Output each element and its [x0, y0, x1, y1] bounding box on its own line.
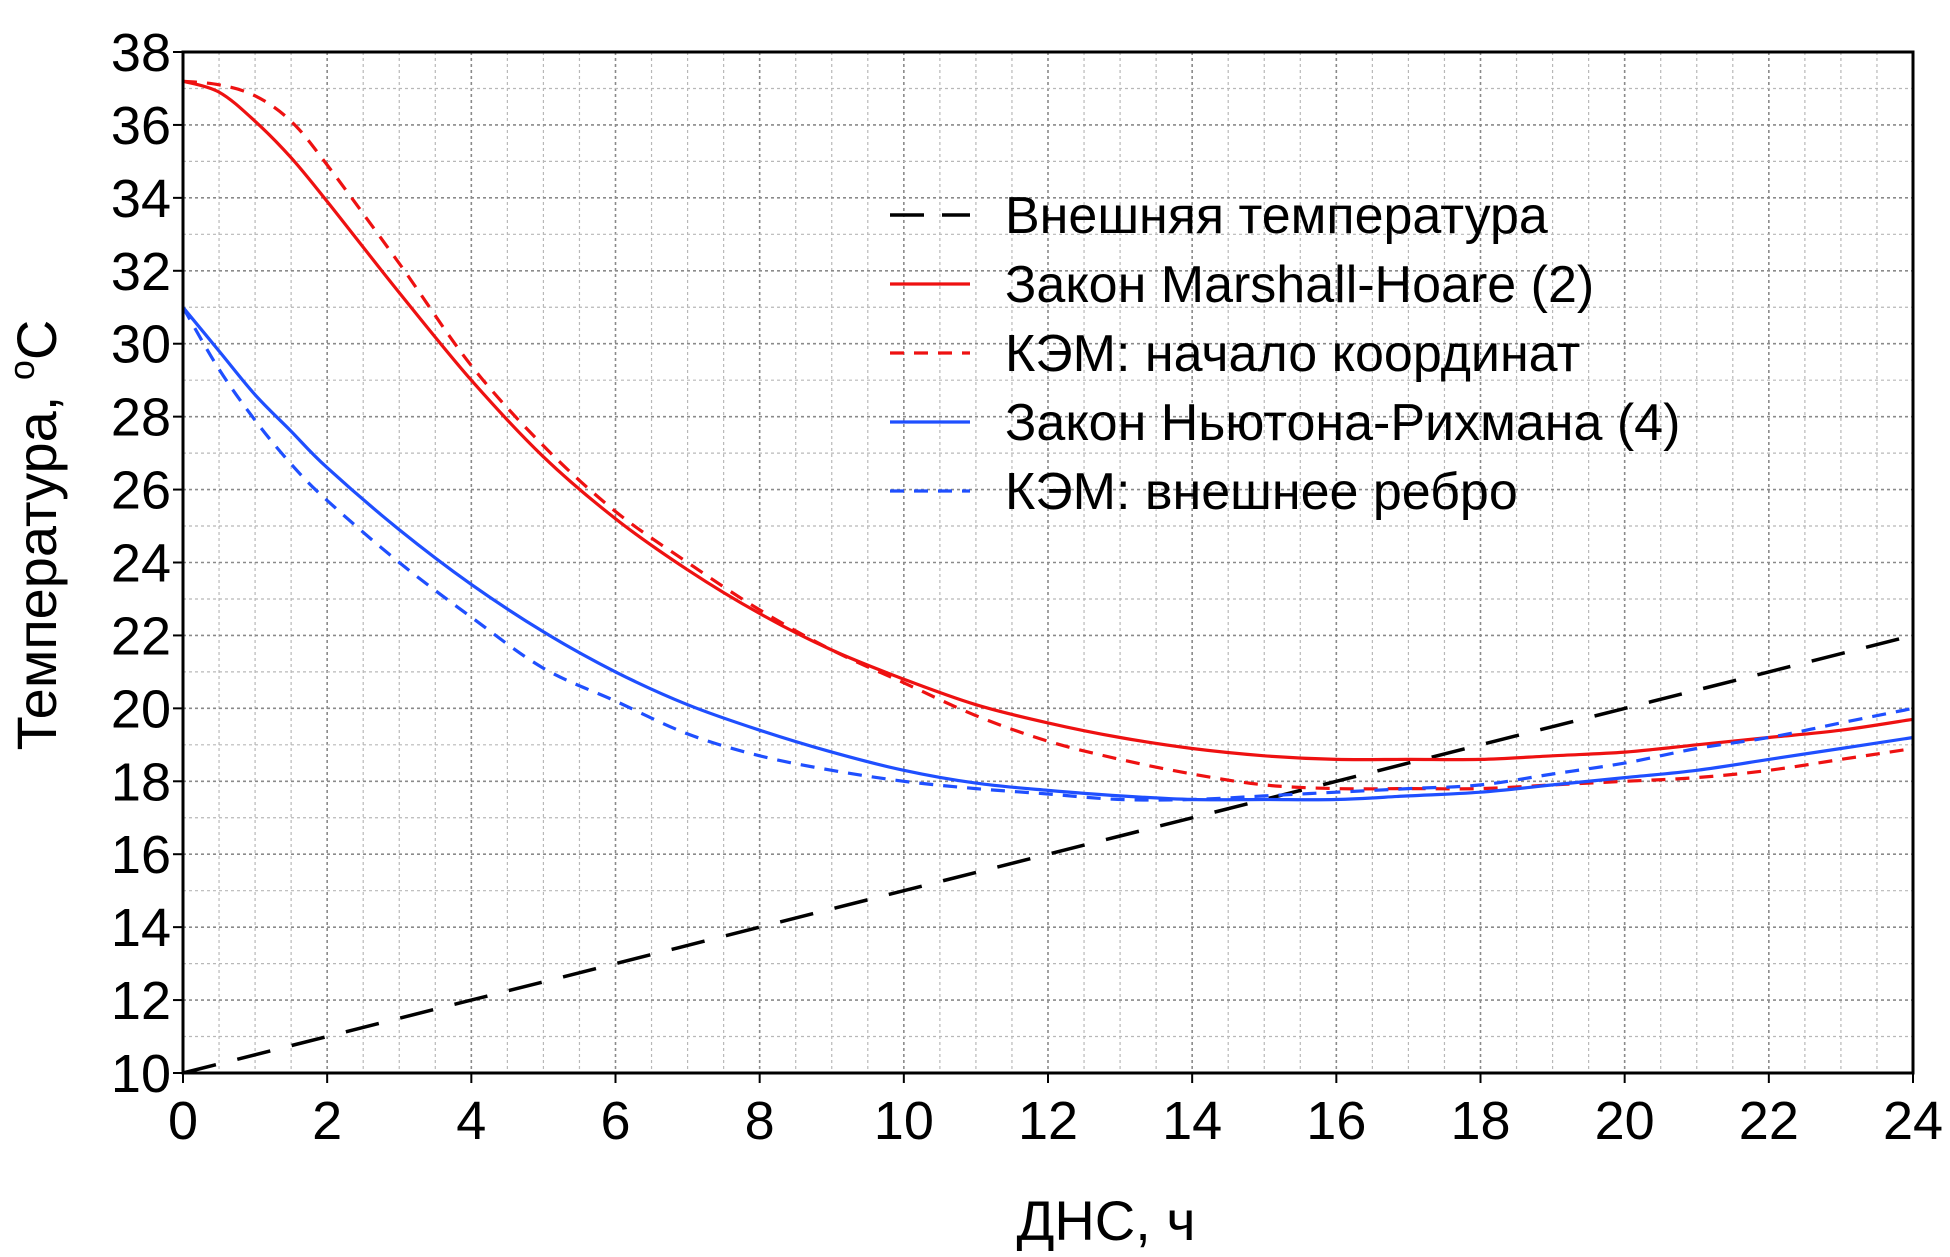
series-line-4 — [181, 306, 1914, 802]
x-tick-label: 14 — [1162, 1091, 1222, 1151]
x-tick-label: 16 — [1306, 1091, 1366, 1151]
legend-label-4: Закон Ньютона-Рихмана (4) — [1005, 394, 1680, 452]
grid — [182, 51, 1914, 1074]
legend-label-2: Закон Marshall-Hoare (2) — [1005, 256, 1594, 314]
x-axis-title: ДНС, ч — [1016, 1189, 1195, 1252]
y-tick-label: 26 — [111, 461, 171, 521]
series-line-1 — [182, 633, 1914, 1075]
y-tick-label: 36 — [111, 96, 171, 156]
x-axis: 0 2 4 6 8 10 12 14 16 18 20 22 24 — [168, 1073, 1943, 1151]
y-tick-label: 34 — [111, 169, 171, 229]
y-tick-label: 18 — [111, 752, 171, 812]
legend-label-5: КЭМ: внешнее ребро — [1005, 463, 1518, 521]
x-tick-label: 22 — [1739, 1091, 1799, 1151]
y-axis-title-main: Температура, — [5, 380, 68, 750]
x-tick-label: 10 — [874, 1091, 934, 1151]
y-tick-label: 14 — [111, 898, 171, 958]
x-tick-label: 12 — [1018, 1091, 1078, 1151]
y-tick-label: 24 — [111, 534, 171, 594]
series-line-5 — [181, 306, 1914, 802]
y-tick-label: 30 — [111, 315, 171, 375]
y-axis-title-unit: C — [5, 320, 68, 360]
y-tick-label: 38 — [111, 23, 171, 83]
x-tick-label: 6 — [600, 1091, 630, 1151]
x-tick-label: 2 — [312, 1091, 342, 1151]
x-tick-label: 24 — [1883, 1091, 1943, 1151]
series-line-2 — [182, 79, 1914, 762]
y-axis-title-sup: o — [1, 360, 42, 380]
legend-label-1: Внешняя температура — [1005, 187, 1548, 245]
y-tick-label: 16 — [111, 825, 171, 885]
y-tick-label: 32 — [111, 242, 171, 302]
x-tick-label: 20 — [1595, 1091, 1655, 1151]
y-tick-label: 28 — [111, 388, 171, 448]
y-tick-label: 12 — [111, 971, 171, 1031]
y-axis-title: Температура, oC — [1, 320, 68, 751]
x-tick-label: 18 — [1450, 1091, 1510, 1151]
x-tick-label: 0 — [168, 1091, 198, 1151]
x-tick-label: 4 — [456, 1091, 486, 1151]
legend: Внешняя температура Закон Marshall-Hoare … — [890, 187, 1680, 521]
series-line-3 — [182, 79, 1914, 791]
series-layer — [181, 79, 1914, 1075]
legend-label-3: КЭМ: начало координат — [1005, 325, 1580, 383]
y-tick-label: 10 — [111, 1044, 171, 1104]
y-tick-label: 22 — [111, 606, 171, 666]
y-tick-label: 20 — [111, 679, 171, 739]
x-tick-label: 8 — [745, 1091, 775, 1151]
y-axis: 10 12 14 16 18 20 22 24 26 28 30 32 34 36 38 — [111, 23, 183, 1104]
